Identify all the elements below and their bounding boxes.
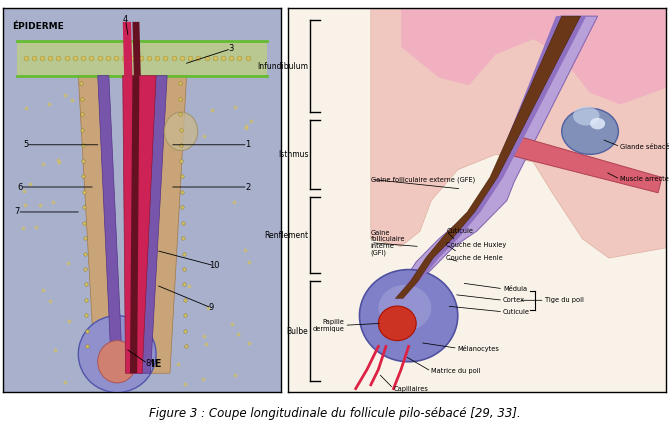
Polygon shape [386,16,597,308]
Text: Couche de Huxley: Couche de Huxley [446,242,506,248]
Bar [17,41,267,76]
Text: Muscle arrecteur: Muscle arrecteur [620,176,669,182]
Text: Glande sébacée: Glande sébacée [620,143,669,150]
Ellipse shape [359,270,458,362]
Ellipse shape [379,285,432,331]
Text: Cuticule: Cuticule [446,228,474,234]
Text: Renflement: Renflement [264,230,308,240]
Text: 4: 4 [123,16,128,24]
Text: Mélanocytes: Mélanocytes [458,345,500,352]
Polygon shape [395,16,581,298]
Text: 7: 7 [15,208,20,216]
Text: 1: 1 [245,140,250,149]
Polygon shape [371,1,669,258]
Polygon shape [507,135,662,193]
Text: Isthmus: Isthmus [278,150,308,159]
Text: 5: 5 [23,140,28,149]
Ellipse shape [379,306,416,341]
Text: 6: 6 [17,182,23,192]
Polygon shape [98,76,122,373]
Text: 9: 9 [209,303,214,312]
Text: Cuticule: Cuticule [503,309,530,315]
Text: Papille
dermique: Papille dermique [312,319,345,332]
Ellipse shape [573,106,599,126]
Ellipse shape [562,108,618,154]
Text: Figure 3 : Coupe longitudinale du follicule pilo-sébacé [29, 33].: Figure 3 : Coupe longitudinale du follic… [149,407,520,420]
Polygon shape [132,22,140,76]
Polygon shape [122,22,132,76]
Text: 8: 8 [145,359,151,368]
Polygon shape [139,76,167,373]
Text: 2: 2 [245,182,250,192]
Ellipse shape [98,341,136,383]
Text: Tige du poil: Tige du poil [545,297,583,303]
Text: Cortex: Cortex [503,297,525,303]
Text: Médula: Médula [503,286,527,292]
Text: ÉPIDERME: ÉPIDERME [11,22,64,31]
Text: Matrice du poil: Matrice du poil [432,368,481,374]
Polygon shape [393,16,586,300]
Ellipse shape [165,112,197,151]
Text: Infundibulum: Infundibulum [258,62,308,70]
Polygon shape [78,76,112,373]
Ellipse shape [590,118,605,130]
Text: DERME: DERME [123,360,161,369]
Text: Couche de Henle: Couche de Henle [446,255,503,261]
Text: 3: 3 [228,44,233,53]
Ellipse shape [78,316,156,392]
Polygon shape [122,76,156,373]
Text: 10: 10 [209,261,219,270]
Text: Gaine folliculaire externe (GFE): Gaine folliculaire externe (GFE) [371,176,475,183]
Polygon shape [148,76,187,373]
Polygon shape [130,76,139,373]
Text: Bulbe: Bulbe [287,327,308,335]
Text: Capillaires: Capillaires [393,386,428,392]
Polygon shape [401,1,669,104]
Text: Gaine
folliculaire
interne
(GFI): Gaine folliculaire interne (GFI) [371,230,405,256]
